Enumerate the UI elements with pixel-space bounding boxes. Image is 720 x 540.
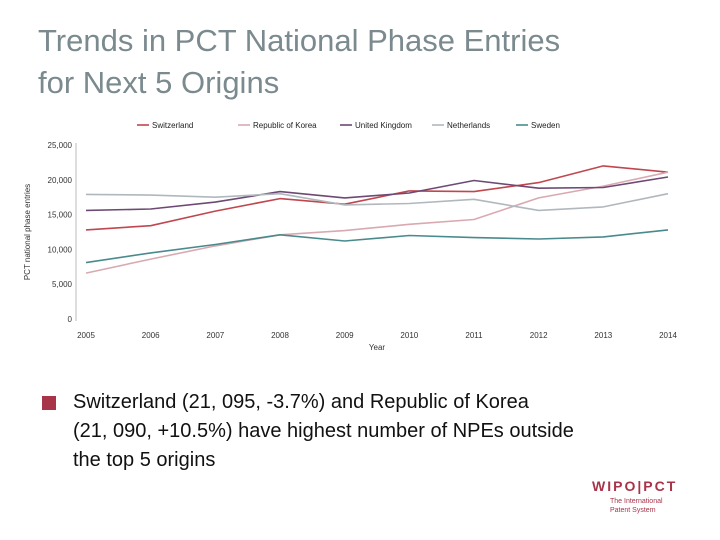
x-tick-label: 2008 [271,331,289,340]
logo-wipo: WIPO [592,478,638,494]
x-tick-label: 2013 [594,331,612,340]
chart-axes: 0 5,000 10,000 15,000 20,000 25,000 2005 2006 20… [23,141,677,352]
x-tick-label: 2014 [659,331,677,340]
y-tick-label: 20,000 [48,176,73,185]
bullet-marker [42,396,56,410]
logo-sub-line-1: The International [610,498,663,505]
y-tick-label: 0 [68,315,73,324]
y-tick-label: 5,000 [52,280,73,289]
y-tick-label: 25,000 [48,141,73,150]
bullet-line-2: (21, 090, +10.5%) have highest number of… [73,420,574,442]
x-tick-label: 2006 [142,331,160,340]
x-axis-title: Year [369,343,386,352]
wipo-pct-logo: WIPO|PCT The International Patent System [592,478,692,518]
title-line-1: Trends in PCT National Phase Entries [38,23,561,58]
bullet-line-3: the top 5 origins [73,449,216,471]
series-line [85,192,669,212]
logo-sub-line-2: Patent System [610,507,656,514]
x-tick-label: 2011 [465,331,483,340]
line-chart: Switzerland Republic of Korea United Kingd… [23,121,677,352]
x-tick-label: 2007 [206,331,224,340]
logo-wordmark: WIPO|PCT [592,478,692,494]
logo-tagline: The International Patent System [610,497,692,515]
legend-label: Netherlands [447,121,490,130]
chart-legend: Switzerland Republic of Korea United Kingd… [137,121,560,130]
x-tick-label: 2009 [336,331,354,340]
y-axis-title: PCT national phase entries [23,184,32,280]
bullet-point: Switzerland (21, 095, -3.7%) and Republi… [42,388,682,475]
x-tick-label: 2012 [530,331,548,340]
series-line [85,176,669,212]
legend-label: Republic of Korea [253,121,317,130]
legend-label: Sweden [531,121,560,130]
title-line-2: for Next 5 Origins [38,65,280,100]
legend-label: Switzerland [152,121,193,130]
chart-series [85,165,669,274]
series-line [85,171,669,274]
slide-title: Trends in PCT National Phase Entries for… [38,20,698,104]
y-tick-label: 15,000 [48,211,73,220]
bullet-text: Switzerland (21, 095, -3.7%) and Republi… [73,388,682,475]
x-tick-label: 2005 [77,331,95,340]
x-tick-label: 2010 [400,331,418,340]
bullet-line-1: Switzerland (21, 095, -3.7%) and Republi… [73,391,529,413]
logo-divider: | [637,478,644,494]
legend-label: United Kingdom [355,121,412,130]
series-line [85,229,669,264]
logo-pct: PCT [643,478,678,494]
series-line [85,165,669,231]
y-tick-label: 10,000 [48,245,73,254]
